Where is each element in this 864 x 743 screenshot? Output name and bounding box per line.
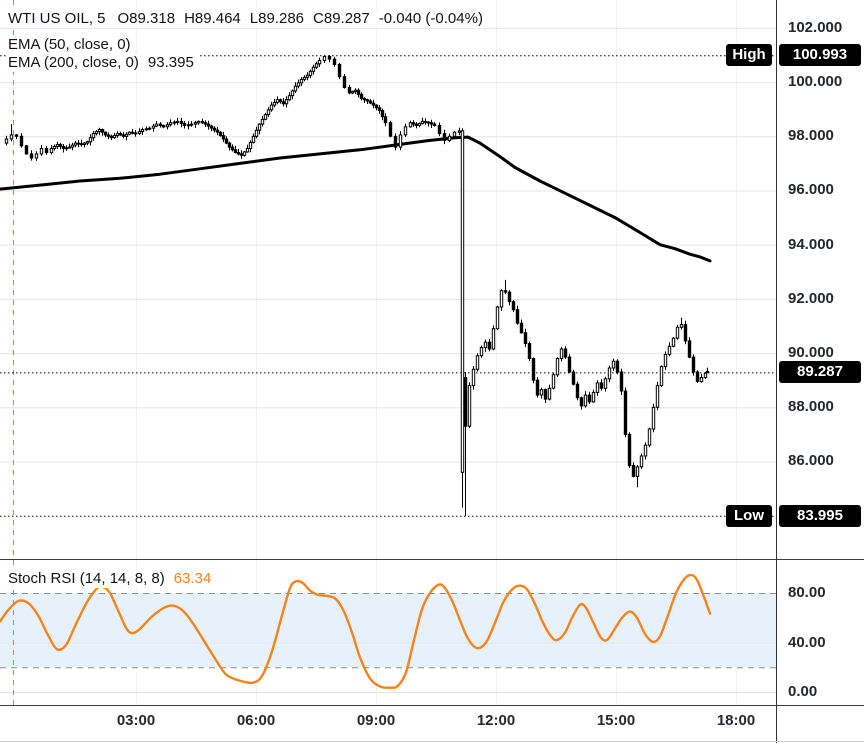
ema50-legend[interactable]: EMA (50, close, 0) xyxy=(8,36,131,53)
time-axis-label: 18:00 xyxy=(716,712,756,729)
high-marker-badge: High xyxy=(726,44,772,67)
price-axis-tick: 100.000 xyxy=(788,73,843,91)
ema-200-line xyxy=(0,135,712,263)
ohlc-close: C89.287 xyxy=(313,10,370,27)
time-axis-label: 03:00 xyxy=(116,712,156,729)
rsi-band xyxy=(0,593,776,668)
stoch-rsi-legend-row: Stoch RSI (14, 14, 8, 8) 63.34 xyxy=(8,570,216,588)
stoch-rsi-legend[interactable]: Stoch RSI (14, 14, 8, 8) xyxy=(8,570,165,587)
price-axis-tick: 96.000 xyxy=(788,181,834,199)
ema50-legend-row: EMA (50, close, 0) xyxy=(8,36,135,54)
time-axis-label: 09:00 xyxy=(356,712,396,729)
symbol-header: WTI US OIL, 5 O89.318 H89.464 L89.286 C89.28… xyxy=(8,10,487,28)
rsi-axis-tick: 80.00 xyxy=(788,584,826,602)
change-value: -0.040 (-0.04%) xyxy=(378,10,483,27)
ohlc-high: H89.464 xyxy=(184,10,241,27)
last-price-badge: 89.287 xyxy=(779,361,861,384)
stoch-rsi-value: 63.34 xyxy=(173,570,212,587)
time-axis-label: 12:00 xyxy=(476,712,516,729)
time-axis-label: 15:00 xyxy=(596,712,636,729)
candlestick-series[interactable] xyxy=(4,55,710,516)
ohlc-open: O89.318 xyxy=(117,10,176,27)
symbol-title[interactable]: WTI US OIL, 5 xyxy=(8,10,106,27)
rsi-axis-tick: 0.00 xyxy=(788,683,818,700)
low-price-badge: 83.995 xyxy=(779,504,861,527)
price-axis-tick: 98.000 xyxy=(788,127,834,145)
time-axis-label: 06:00 xyxy=(236,712,276,729)
price-axis-tick: 86.000 xyxy=(788,452,834,470)
ohlc-low: L89.286 xyxy=(249,10,305,27)
time-scale[interactable]: 03:00 06:00 09:00 12:00 15:00 18:00 xyxy=(0,706,864,743)
price-scale[interactable]: 102.000 100.000 98.000 96.000 94.000 92.000 90… xyxy=(777,0,864,705)
price-axis-tick: 102.000 xyxy=(788,18,843,36)
ema200-legend-row: EMA (200, close, 0) 93.395 xyxy=(8,54,198,72)
stoch-rsi-line xyxy=(0,573,712,689)
rsi-axis-tick: 40.00 xyxy=(788,633,826,651)
ema200-value: 93.395 xyxy=(147,54,194,71)
low-marker-badge: Low xyxy=(726,504,772,527)
ema200-legend[interactable]: EMA (200, close, 0) xyxy=(8,54,139,71)
high-price-badge: 100.993 xyxy=(779,44,861,67)
price-axis-tick: 90.000 xyxy=(788,344,834,362)
price-axis-tick: 88.000 xyxy=(788,398,834,416)
price-axis-tick: 94.000 xyxy=(788,235,834,253)
price-axis-tick: 92.000 xyxy=(788,289,834,307)
